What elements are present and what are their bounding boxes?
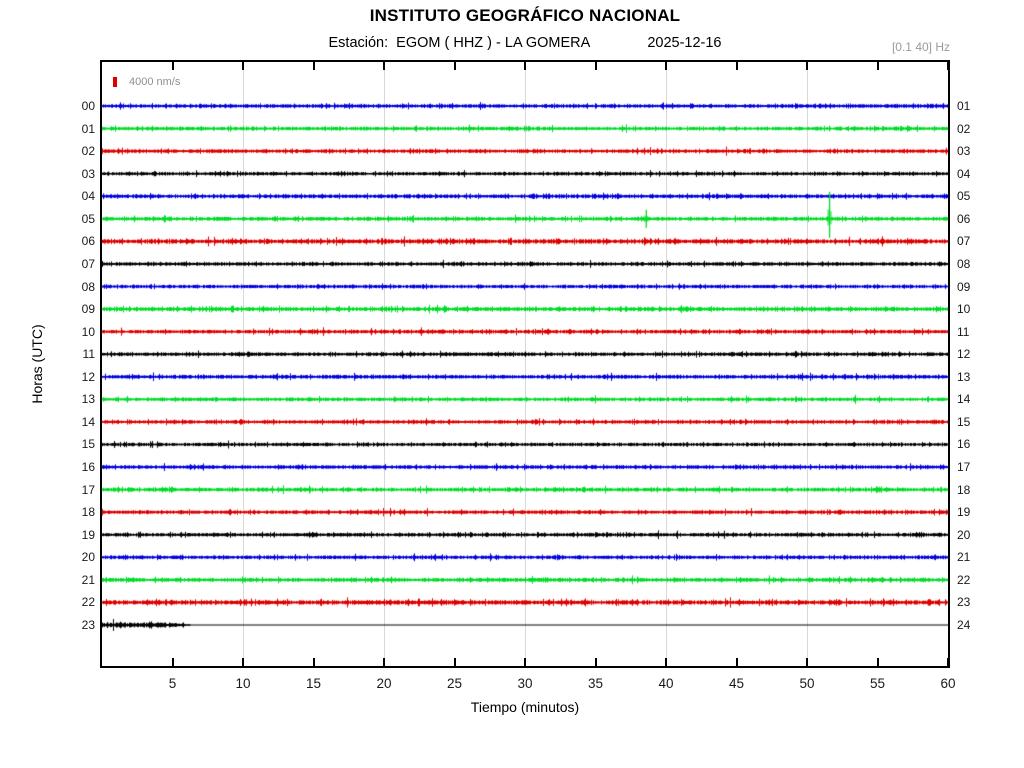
x-tick-label-25: 25 [446, 676, 463, 691]
hour-label-right-09: 09 [957, 279, 971, 294]
x-tick-label-20: 20 [376, 676, 392, 691]
station-label: Estación: [328, 35, 389, 51]
hour-label-left-14: 14 [81, 414, 95, 429]
x-tick-label-45: 45 [728, 676, 745, 691]
x-axis-title: Tiempo (minutos) [470, 699, 580, 715]
helicorder-plot-area: 4000 nm/s [100, 60, 950, 668]
x-tick-label-50: 50 [799, 676, 815, 691]
station-header: Estación: EGOM ( HHZ ) - LA GOMERA 2025-… [100, 35, 950, 51]
x-tick-label-60: 60 [940, 676, 956, 691]
page-title: INSTITUTO GEOGRÁFICO NACIONAL [369, 6, 681, 25]
hour-label-right-19: 19 [957, 505, 971, 520]
hour-label-right-02: 02 [957, 121, 971, 136]
hour-label-right-18: 18 [957, 482, 971, 497]
date-label: 2025-12-16 [647, 35, 722, 51]
scale-marker-icon [113, 77, 117, 87]
hour-label-left-06: 06 [81, 234, 95, 249]
hour-label-left-08: 08 [81, 279, 95, 294]
scale-legend: 4000 nm/s [113, 76, 180, 88]
x-tick-top-5 [171, 62, 174, 70]
hour-label-left-05: 05 [81, 211, 95, 226]
filter-band-label: [0.1 40] Hz [891, 40, 950, 54]
hour-label-left-09: 09 [81, 302, 95, 317]
hour-label-right-04: 04 [957, 166, 971, 181]
hour-label-left-21: 21 [81, 572, 95, 587]
x-tick-bottom-45 [735, 658, 738, 666]
hour-label-right-01: 01 [957, 99, 971, 113]
x-tick-label-35: 35 [587, 676, 604, 691]
hour-label-left-22: 22 [81, 595, 95, 610]
hour-label-right-05: 05 [957, 189, 971, 204]
x-tick-bottom-5 [171, 658, 174, 666]
hour-label-right-12: 12 [957, 347, 971, 362]
x-tick-top-20 [383, 62, 385, 70]
scale-label: 4000 nm/s [129, 76, 181, 88]
y-axis-title: Horas (UTC) [29, 324, 45, 404]
x-tick-top-45 [735, 62, 738, 70]
x-tick-label-40: 40 [658, 676, 674, 691]
x-tick-bottom-20 [383, 658, 385, 666]
x-tick-bottom-25 [453, 658, 456, 666]
hour-label-right-22: 22 [957, 572, 971, 587]
x-tick-bottom-15 [312, 658, 315, 666]
helicorder-canvas [102, 62, 948, 666]
hour-label-left-23: 23 [81, 617, 95, 632]
hour-label-right-06: 06 [957, 211, 971, 226]
x-tick-bottom-55 [876, 658, 879, 666]
hour-label-left-07: 07 [81, 256, 95, 271]
x-tick-bottom-60 [947, 658, 949, 666]
hour-label-left-11: 11 [82, 347, 95, 362]
x-tick-bottom-10 [242, 658, 244, 666]
hour-label-right-07: 07 [957, 234, 971, 249]
x-tick-top-55 [876, 62, 879, 70]
hour-label-right-15: 15 [957, 414, 971, 429]
hour-label-right-17: 17 [957, 460, 971, 475]
hour-label-left-20: 20 [81, 550, 95, 565]
hour-label-right-24: 24 [957, 617, 971, 632]
x-tick-top-10 [242, 62, 244, 70]
hour-label-left-00: 00 [81, 99, 95, 113]
hour-label-right-03: 03 [957, 144, 971, 159]
x-tick-top-60 [947, 62, 949, 70]
x-tick-top-30 [524, 62, 526, 70]
x-tick-bottom-35 [594, 658, 597, 666]
hour-label-left-16: 16 [81, 460, 95, 475]
hour-label-left-01: 01 [81, 121, 95, 136]
hour-label-left-17: 17 [81, 482, 95, 497]
hour-label-left-15: 15 [81, 437, 95, 452]
hour-label-right-20: 20 [957, 527, 971, 542]
hour-label-right-08: 08 [957, 256, 971, 271]
x-tick-top-35 [594, 62, 597, 70]
hour-label-right-10: 10 [957, 302, 971, 317]
hour-label-left-19: 19 [81, 527, 95, 542]
x-tick-top-50 [806, 62, 808, 70]
hour-label-right-16: 16 [957, 437, 971, 452]
hour-label-left-04: 04 [81, 189, 95, 204]
hour-label-right-23: 23 [957, 595, 971, 610]
hour-label-right-21: 21 [957, 550, 971, 565]
hour-label-left-02: 02 [81, 144, 95, 159]
x-tick-bottom-30 [524, 658, 526, 666]
x-tick-bottom-50 [806, 658, 808, 666]
x-tick-label-15: 15 [305, 676, 322, 691]
hour-label-right-11: 11 [957, 324, 970, 339]
hour-label-left-03: 03 [81, 166, 95, 181]
hour-label-left-18: 18 [81, 505, 95, 520]
x-tick-top-40 [665, 62, 667, 70]
x-tick-top-25 [453, 62, 456, 70]
hour-label-left-12: 12 [81, 369, 95, 384]
x-tick-top-15 [312, 62, 315, 70]
x-tick-label-10: 10 [235, 676, 251, 691]
x-tick-label-55: 55 [869, 676, 886, 691]
x-tick-label-5: 5 [168, 676, 177, 691]
hour-label-right-14: 14 [957, 392, 971, 407]
station-value: EGOM ( HHZ ) - LA GOMERA [396, 35, 591, 51]
x-tick-label-30: 30 [517, 676, 533, 691]
hour-label-left-10: 10 [81, 324, 95, 339]
x-tick-bottom-40 [665, 658, 667, 666]
hour-label-left-13: 13 [81, 392, 95, 407]
hour-label-right-13: 13 [957, 369, 971, 384]
